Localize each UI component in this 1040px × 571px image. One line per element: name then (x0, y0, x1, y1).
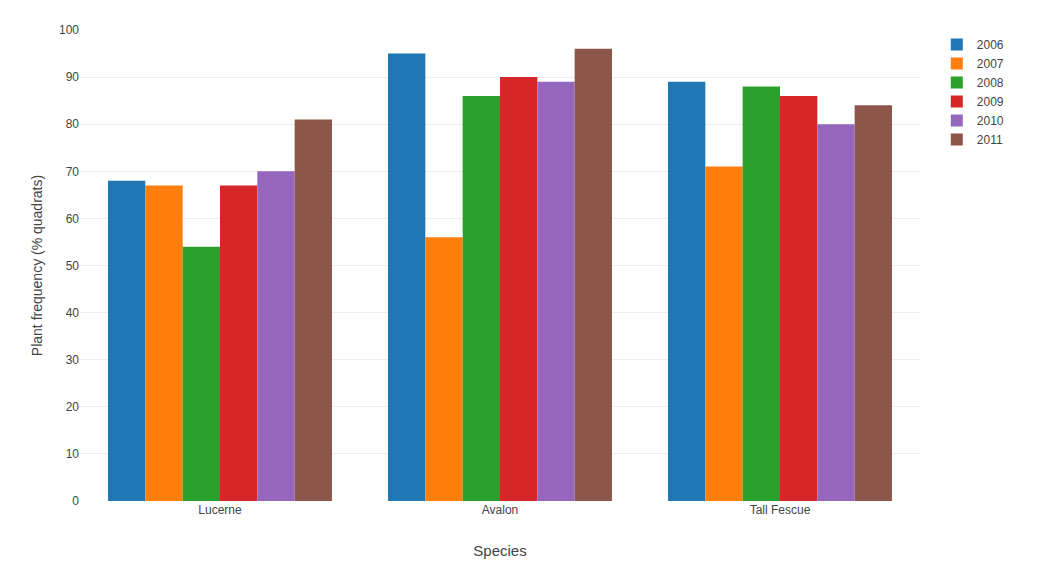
svg-text:2010: 2010 (977, 114, 1004, 128)
svg-text:30: 30 (66, 353, 80, 367)
svg-text:80: 80 (66, 117, 80, 131)
svg-text:40: 40 (66, 306, 80, 320)
svg-text:20: 20 (66, 400, 80, 414)
svg-text:Plant frequency (% quadrats): Plant frequency (% quadrats) (29, 175, 45, 356)
svg-text:10: 10 (66, 447, 80, 461)
svg-text:90: 90 (66, 70, 80, 84)
svg-text:Tall Fescue: Tall Fescue (750, 503, 811, 517)
svg-text:50: 50 (66, 259, 80, 273)
svg-text:0: 0 (72, 494, 79, 508)
svg-text:2011: 2011 (977, 133, 1003, 147)
svg-text:Avalon: Avalon (482, 503, 518, 517)
svg-text:70: 70 (66, 165, 80, 179)
svg-text:100: 100 (59, 23, 79, 37)
svg-text:2008: 2008 (977, 76, 1004, 90)
svg-text:60: 60 (66, 212, 80, 226)
svg-text:2006: 2006 (977, 38, 1004, 52)
svg-text:Species: Species (473, 542, 526, 559)
svg-text:2007: 2007 (977, 57, 1004, 71)
svg-text:Lucerne: Lucerne (198, 503, 242, 517)
svg-text:2009: 2009 (977, 95, 1004, 109)
